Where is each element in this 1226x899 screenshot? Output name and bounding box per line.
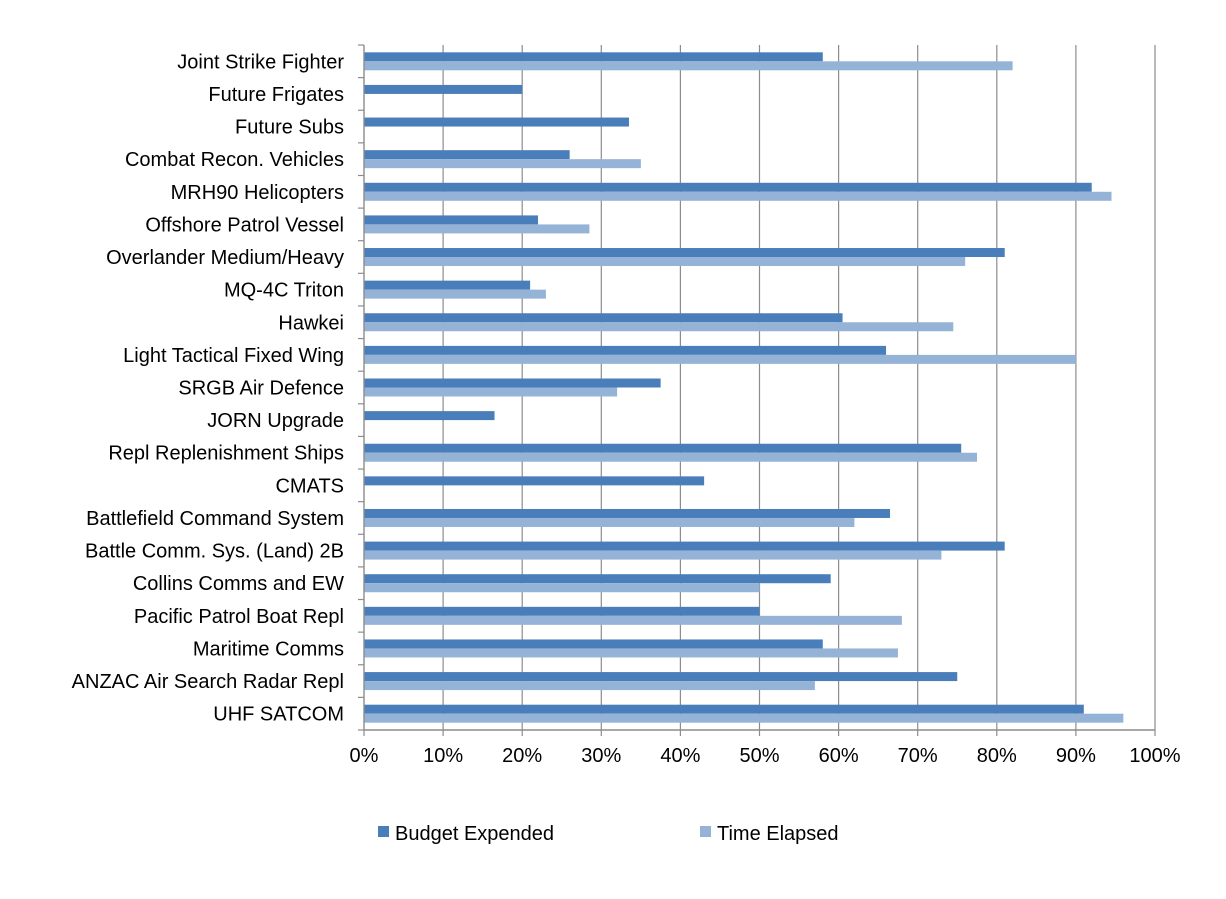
bar-budget-expended	[364, 150, 570, 160]
category-label: Hawkei	[278, 312, 344, 334]
category-label: ANZAC Air Search Radar Repl	[72, 671, 344, 693]
bar-budget-expended	[364, 248, 1005, 258]
bar-time-elapsed	[364, 648, 898, 658]
bar-budget-expended	[364, 574, 831, 584]
category-label: Overlander Medium/Heavy	[106, 247, 344, 269]
legend-label: Time Elapsed	[717, 823, 839, 845]
bar-budget-expended	[364, 541, 1005, 551]
bar-time-elapsed	[364, 713, 1124, 723]
bar-budget-expended	[364, 182, 1092, 192]
x-tick-label: 30%	[581, 745, 621, 767]
bar-budget-expended	[364, 476, 705, 486]
x-tick-label: 80%	[977, 745, 1017, 767]
bar-budget-expended	[364, 672, 958, 682]
category-label: CMATS	[275, 475, 344, 497]
category-label: Future Frigates	[208, 84, 344, 106]
x-tick-label: 70%	[898, 745, 938, 767]
legend-label: Budget Expended	[395, 823, 554, 845]
category-label: Battlefield Command System	[86, 508, 344, 530]
bar-time-elapsed	[364, 452, 978, 462]
bar-budget-expended	[364, 639, 823, 649]
category-label: JORN Upgrade	[207, 410, 344, 432]
bar-budget-expended	[364, 345, 887, 355]
x-tick-label: 0%	[350, 745, 379, 767]
bar-budget-expended	[364, 215, 539, 225]
bar-time-elapsed	[364, 681, 815, 691]
category-label: Maritime Comms	[193, 638, 344, 660]
legend-swatch	[700, 826, 711, 837]
bar-time-elapsed	[364, 583, 760, 593]
x-tick-label: 90%	[1056, 745, 1096, 767]
bars	[364, 52, 1124, 723]
bar-time-elapsed	[364, 159, 641, 169]
category-label: Battle Comm. Sys. (Land) 2B	[85, 541, 344, 563]
bar-budget-expended	[364, 117, 629, 127]
bar-budget-expended	[364, 313, 843, 323]
bar-budget-expended	[364, 280, 531, 290]
bar-time-elapsed	[364, 224, 590, 234]
x-tick-label: 10%	[423, 745, 463, 767]
category-label: Offshore Patrol Vessel	[145, 214, 344, 236]
category-label: Combat Recon. Vehicles	[125, 149, 344, 171]
bar-budget-expended	[364, 378, 661, 388]
x-tick-label: 50%	[739, 745, 779, 767]
category-labels: Joint Strike Fighter Future Frigates Futur…	[72, 51, 345, 725]
bar-budget-expended	[364, 411, 495, 421]
bar-time-elapsed	[364, 615, 902, 625]
category-label: Joint Strike Fighter	[177, 51, 344, 73]
category-label: MRH90 Helicopters	[171, 182, 344, 204]
axes	[358, 44, 1156, 736]
x-tick-label: 40%	[660, 745, 700, 767]
bar-budget-expended	[364, 52, 823, 62]
category-label: UHF SATCOM	[213, 704, 344, 726]
bar-time-elapsed	[364, 191, 1112, 201]
category-label: Collins Comms and EW	[133, 573, 344, 595]
x-tick-label: 20%	[502, 745, 542, 767]
legend-swatch	[378, 826, 389, 837]
bar-budget-expended	[364, 84, 523, 94]
bar-time-elapsed	[364, 354, 1076, 364]
category-label: Future Subs	[235, 117, 344, 139]
bar-budget-expended	[364, 704, 1084, 714]
category-label: SRGB Air Defence	[178, 378, 344, 400]
bar-budget-expended	[364, 606, 760, 616]
x-tick-labels: 0% 10% 20% 30% 40% 50% 60% 70% 80% 90% 100%	[350, 745, 1181, 767]
bar-budget-expended	[364, 508, 891, 518]
bar-time-elapsed	[364, 322, 954, 332]
bar-time-elapsed	[364, 289, 546, 299]
x-tick-label: 60%	[819, 745, 859, 767]
category-label: Repl Replenishment Ships	[108, 443, 344, 465]
category-label: MQ-4C Triton	[224, 280, 344, 302]
bar-time-elapsed	[364, 517, 855, 527]
bar-time-elapsed	[364, 387, 618, 397]
legend: Budget Expended Time Elapsed	[378, 823, 839, 845]
bar-time-elapsed	[364, 257, 966, 267]
category-label: Pacific Patrol Boat Repl	[134, 606, 344, 628]
x-tick-label: 100%	[1129, 745, 1180, 767]
category-label: Light Tactical Fixed Wing	[123, 345, 344, 367]
bar-time-elapsed	[364, 61, 1013, 71]
bar-budget-expended	[364, 443, 962, 453]
bar-time-elapsed	[364, 550, 942, 560]
